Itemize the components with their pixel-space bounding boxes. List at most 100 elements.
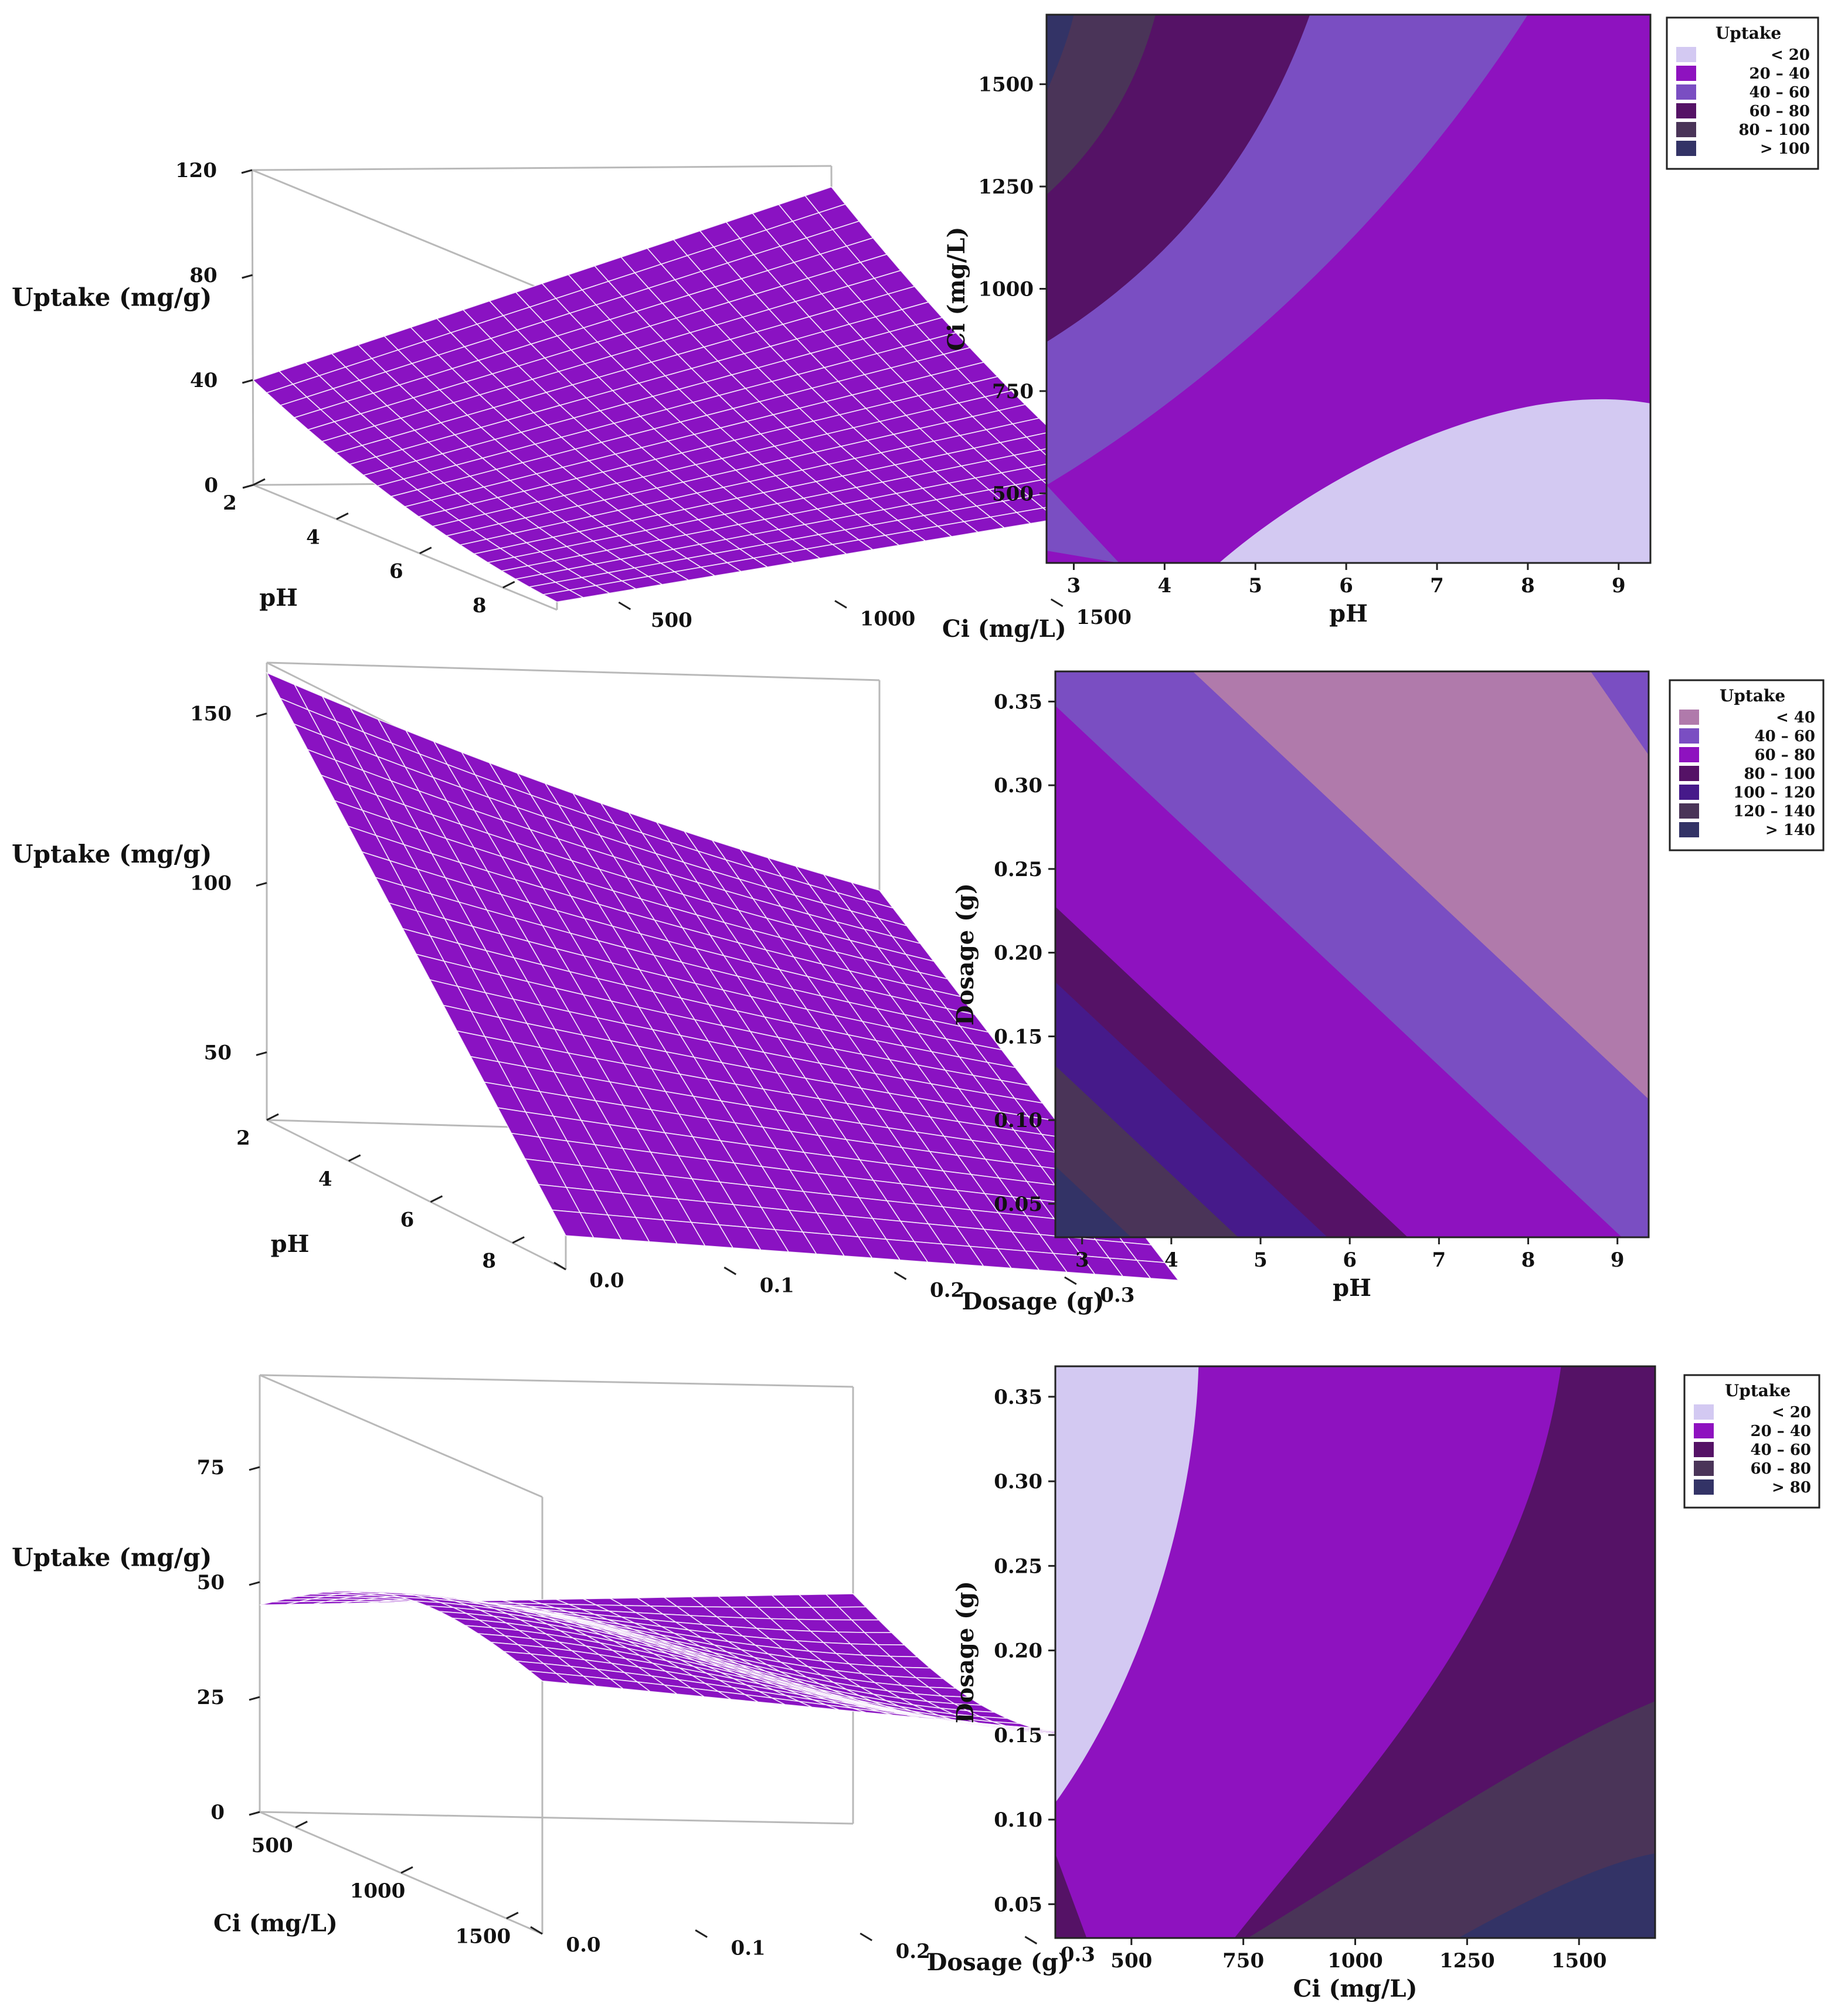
- legend-label: > 100: [1760, 140, 1810, 158]
- legend-swatch: [1679, 803, 1699, 819]
- x-tick-label: 1000: [1327, 1949, 1383, 1973]
- y-tick-label: 0.3: [1100, 1284, 1134, 1307]
- y-tick-label: 0.10: [994, 1808, 1042, 1832]
- z-tick-label: 40: [190, 369, 218, 392]
- z-tick-label: 75: [197, 1456, 225, 1479]
- z-tick-mark: [242, 274, 253, 279]
- surface-plot-1: 0 40 80 120 2 4 6 8 500 1000 1500 Uptake (mg/g) pH Ci…: [12, 159, 1137, 643]
- legend-swatch: [1694, 1404, 1714, 1420]
- x-tick-label: 4: [306, 525, 320, 549]
- y-tick-label: 0.35: [994, 690, 1042, 714]
- y-tick-label: 0.20: [994, 1640, 1042, 1663]
- x-tick-label: 2: [223, 491, 237, 515]
- y-tick-label: 0.30: [994, 1470, 1042, 1494]
- legend-label: 100 – 120: [1733, 784, 1815, 802]
- region-80-100: [1047, 15, 1156, 195]
- legend-label: 40 – 60: [1751, 1441, 1811, 1459]
- surface-cell: [1136, 1260, 1180, 1281]
- y-axis-label: Ci (mg/L): [942, 615, 1066, 643]
- x-tick-label: 6: [400, 1209, 415, 1232]
- z-tick-mark: [249, 1581, 260, 1586]
- y-tick-label: 0.2: [930, 1279, 964, 1302]
- y-tick-label: 500: [992, 482, 1034, 505]
- box-edge: [253, 484, 558, 611]
- z-tick-mark: [256, 712, 267, 718]
- y-axis-label: Dosage (g): [962, 1288, 1105, 1315]
- x-tick-mark: [348, 1154, 361, 1162]
- z-tick-label: 120: [175, 159, 217, 182]
- x-axis-label: Ci (mg/L): [213, 1910, 338, 1937]
- legend-label: 40 – 60: [1750, 84, 1810, 101]
- x-tick-label: 3: [1067, 574, 1081, 598]
- legend-title: Uptake: [1725, 1381, 1791, 1400]
- y-tick-label: 0.2: [896, 1940, 930, 1963]
- x-tick-label: 3: [1075, 1248, 1089, 1272]
- legend-label: < 40: [1776, 709, 1815, 727]
- x-tick-label: 2: [236, 1126, 250, 1150]
- y-tick-label: 0.10: [994, 1109, 1042, 1132]
- x-tick-label: 6: [1343, 1248, 1357, 1272]
- x-tick-label: 6: [1339, 574, 1353, 598]
- y-tick-label: 500: [651, 609, 692, 632]
- legend-label: > 140: [1765, 822, 1815, 839]
- box-edge: [259, 1374, 854, 1388]
- y-tick-mark: [695, 1929, 708, 1938]
- legend-swatch: [1679, 822, 1699, 837]
- z-tick-label: 150: [190, 702, 232, 726]
- x-tick-label: 7: [1432, 1248, 1446, 1272]
- region-over-100: [1047, 15, 1074, 93]
- x-tick-label: 8: [473, 594, 487, 617]
- legend-swatch: [1679, 785, 1699, 800]
- x-tick-label: 5: [1248, 574, 1262, 598]
- x-tick-label: 9: [1612, 574, 1626, 598]
- x-axis-label: pH: [1329, 600, 1368, 627]
- z-tick-label: 0: [204, 474, 218, 497]
- box-edge: [252, 165, 832, 171]
- z-tick-label: 50: [204, 1041, 232, 1064]
- z-tick-mark: [241, 169, 253, 174]
- x-tick-mark: [336, 513, 349, 520]
- y-tick-label: 1000: [978, 278, 1034, 301]
- y-tick-mark: [894, 1271, 907, 1280]
- legend-label: 60 – 80: [1750, 103, 1810, 120]
- x-axis-label: pH: [259, 584, 298, 612]
- x-tick-label: 8: [482, 1250, 496, 1273]
- region-40-60: [1047, 485, 1119, 563]
- legend-label: 40 – 60: [1755, 728, 1815, 745]
- y-axis-label: Dosage (g): [952, 1581, 979, 1723]
- z-tick-mark: [249, 1696, 260, 1701]
- y-tick-mark: [553, 1261, 566, 1271]
- y-tick-mark: [723, 1267, 737, 1275]
- z-tick-label: 50: [197, 1571, 225, 1594]
- y-tick-mark: [530, 1926, 543, 1935]
- x-tick-mark: [295, 1821, 308, 1828]
- legend-label: 120 – 140: [1733, 803, 1815, 820]
- y-tick-label: 1500: [1076, 606, 1132, 629]
- contour-regions: [1055, 1366, 1655, 1938]
- legend-label: > 80: [1772, 1479, 1811, 1496]
- x-tick-label: 5: [1253, 1248, 1268, 1272]
- z-tick-label: 25: [197, 1686, 225, 1709]
- legend-swatch: [1694, 1479, 1714, 1495]
- region-over-140: [1055, 1166, 1132, 1237]
- y-tick-label: 0.0: [589, 1269, 624, 1292]
- region-120-140: [1055, 1065, 1238, 1237]
- z-axis-label: Uptake (mg/g): [12, 1543, 212, 1572]
- x-tick-label: 9: [1611, 1248, 1625, 1272]
- y-tick-mark: [1050, 598, 1064, 607]
- legend-swatch: [1694, 1442, 1714, 1457]
- y-tick-label: 0.25: [994, 1555, 1042, 1578]
- y-tick-label: 0.05: [994, 1893, 1042, 1916]
- legend-swatch: [1676, 103, 1696, 118]
- legend-label: 20 – 40: [1751, 1423, 1811, 1440]
- z-axis-label: Uptake (mg/g): [12, 283, 212, 312]
- contour-regions: [1055, 671, 1649, 1237]
- legend-swatch: [1679, 747, 1699, 762]
- y-tick-label: 0.0: [566, 1933, 600, 1957]
- surface-plot-2: 50 100 150 2 4 6 8 0.0 0.1 0.2 0.3 Uptake (mg/g) pH D…: [12, 661, 1180, 1315]
- legend-label: < 20: [1771, 46, 1810, 64]
- legend-label: < 20: [1772, 1404, 1811, 1421]
- x-tick-mark: [506, 1912, 519, 1919]
